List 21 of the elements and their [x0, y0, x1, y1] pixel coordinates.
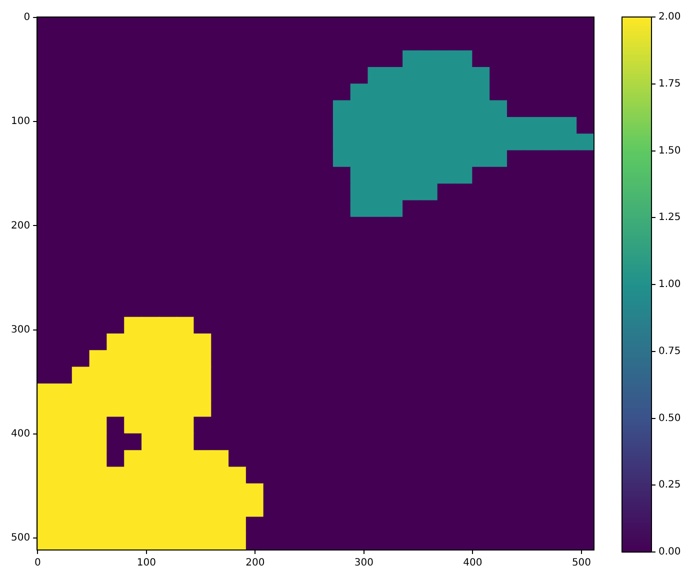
color-bar-label: 2.00: [658, 12, 681, 23]
x-tick-label: 400: [463, 558, 482, 569]
color-bar-label: 0.00: [658, 546, 681, 558]
y-tick-label: 200: [10, 220, 30, 232]
color-bar-label: 1.75: [658, 78, 681, 90]
y-tick-label: 300: [10, 324, 30, 336]
x-tick-label: 200: [246, 558, 265, 569]
y-tick-label: 500: [10, 532, 30, 544]
color-bar-label: 0.50: [658, 412, 681, 424]
x-tick-label: 300: [354, 558, 374, 569]
x-tick-label: 500: [572, 558, 592, 569]
x-tick-label: 100: [136, 558, 156, 569]
color-bar-label: 0.25: [658, 480, 681, 491]
y-tick-label: 100: [10, 116, 30, 128]
color-bar-label: 1.25: [658, 212, 681, 224]
color-bar-label: 0.75: [658, 346, 681, 357]
color-bar-label: 1.00: [658, 279, 681, 290]
color-bar-label: 1.50: [658, 145, 681, 156]
y-tick-label: 0: [24, 12, 30, 24]
x-tick-label: 0: [34, 558, 41, 569]
y-tick-label: 400: [10, 428, 30, 440]
